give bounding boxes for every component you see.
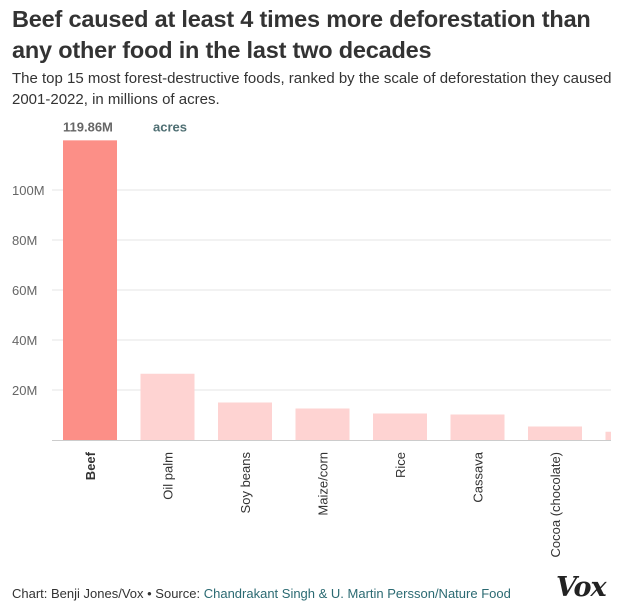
vox-logo: Vox xyxy=(556,572,607,603)
bar-oil-palm xyxy=(140,373,195,440)
bar-soy-beans xyxy=(218,402,272,440)
bar-cocoa-chocolate- xyxy=(528,426,582,440)
x-tick-label: Cocoa (chocolate) xyxy=(548,452,563,558)
bar-rice xyxy=(373,413,427,440)
x-tick-label: Maize/corn xyxy=(316,452,331,516)
footer-credit: Chart: Benji Jones/Vox • Source: Chandra… xyxy=(12,586,511,601)
x-tick-label: Cassava xyxy=(471,451,486,502)
bar-beef xyxy=(63,140,117,440)
chart-title: Beef caused at least 4 times more defore… xyxy=(12,6,591,63)
y-tick-label: 100M xyxy=(12,183,45,198)
y-tick-label: 20M xyxy=(12,383,37,398)
x-tick-label: Oil palm xyxy=(161,452,176,500)
y-tick-label: 80M xyxy=(12,233,37,248)
y-tick-label: 40M xyxy=(12,333,37,348)
x-tick-label: Soy beans xyxy=(238,452,253,514)
y-tick-label: 60M xyxy=(12,283,37,298)
value-label: 119.86M xyxy=(63,119,113,134)
bar-coffee xyxy=(605,431,611,440)
credit-text: Chart: Benji Jones/Vox • Source: xyxy=(12,586,204,601)
x-tick-label: Beef xyxy=(83,451,98,480)
source-link[interactable]: Chandrakant Singh & U. Martin Persson/Na… xyxy=(203,586,511,601)
bar-maize-corn xyxy=(295,408,350,440)
bar-chart: 20M 40M 60M 80M 100M 119.86M acres Beef Oil palm… xyxy=(12,119,611,558)
bar-cassava xyxy=(450,414,505,440)
x-tick-label: Rice xyxy=(393,452,408,478)
unit-label: acres xyxy=(153,119,187,134)
chart-subtitle: The top 15 most forest-destructive foods… xyxy=(12,70,612,108)
